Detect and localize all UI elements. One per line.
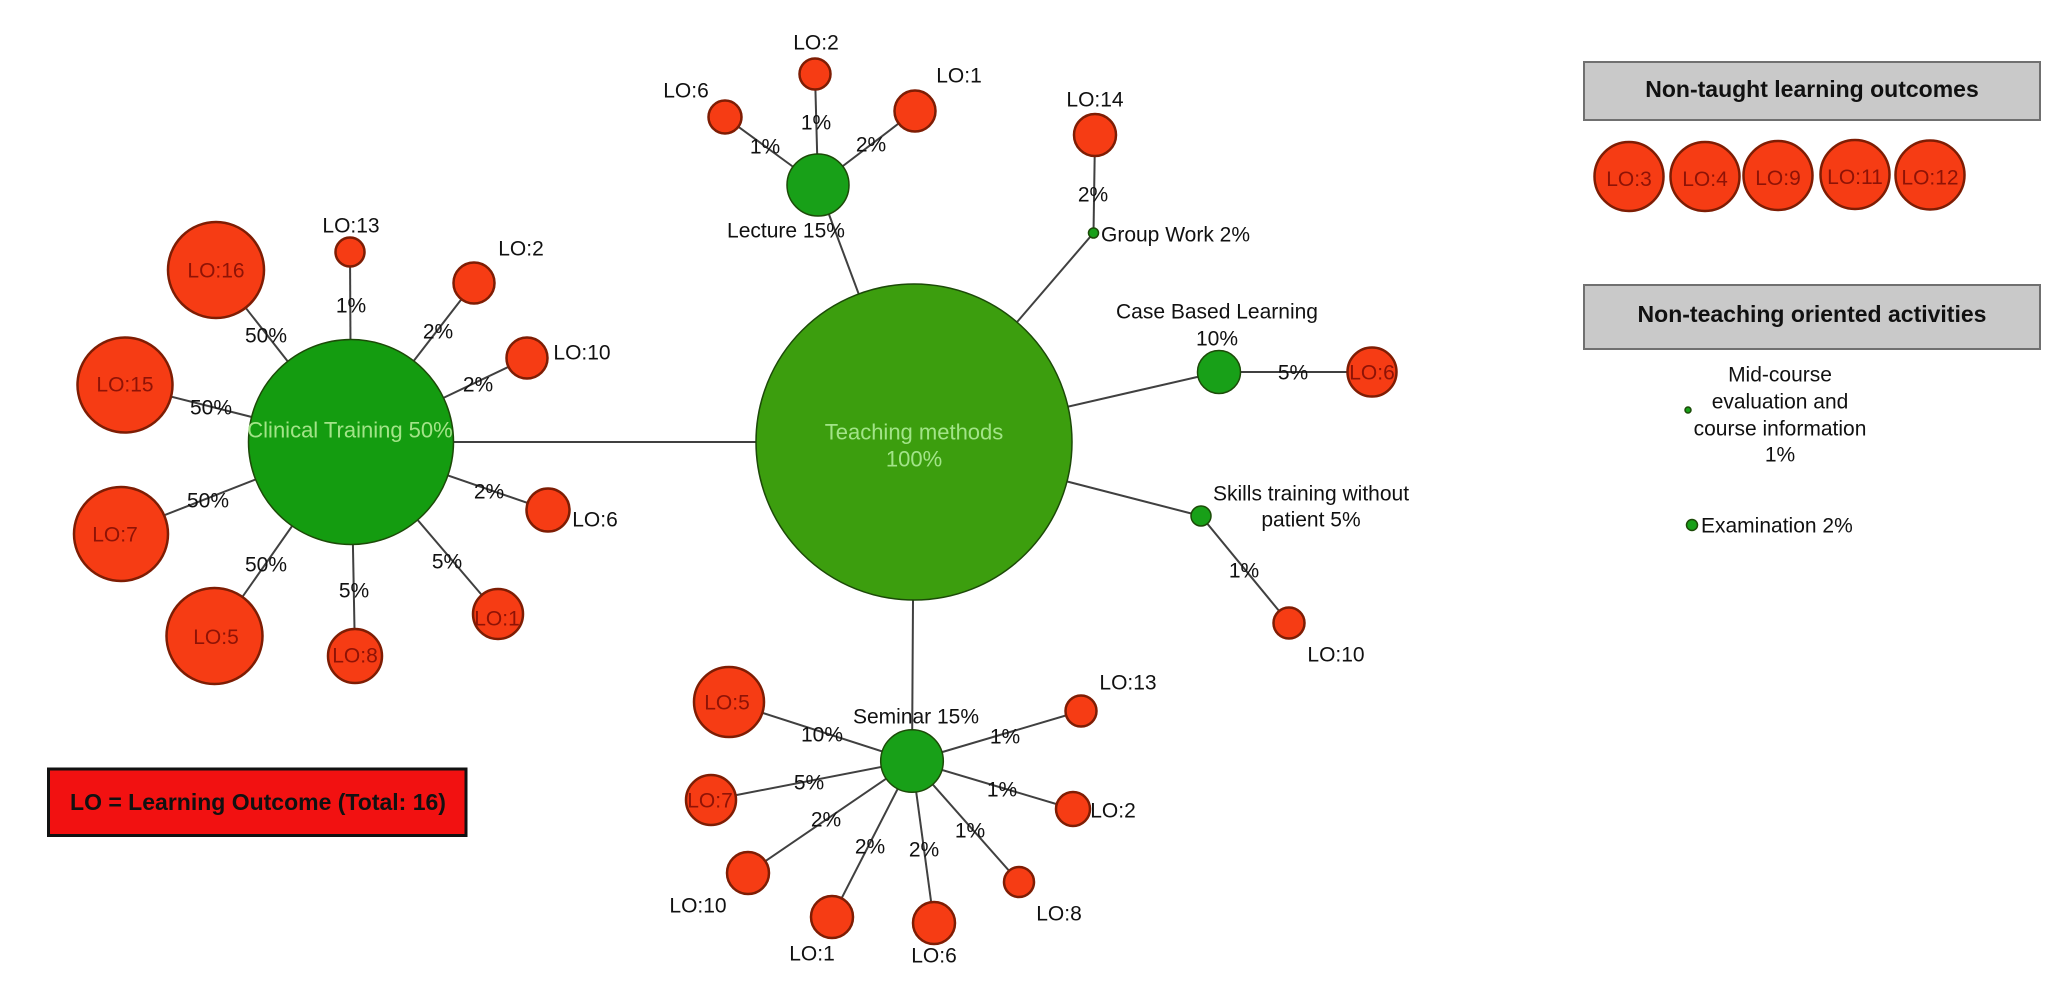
svg-text:LO:7: LO:7 bbox=[92, 524, 138, 547]
svg-text:Lecture 15%: Lecture 15% bbox=[727, 220, 845, 243]
svg-text:5%: 5% bbox=[1278, 362, 1308, 385]
svg-text:2%: 2% bbox=[855, 836, 885, 859]
svg-text:1%: 1% bbox=[1229, 560, 1259, 583]
svg-text:5%: 5% bbox=[339, 580, 369, 603]
svg-text:LO:13: LO:13 bbox=[322, 215, 379, 238]
svg-text:LO:3: LO:3 bbox=[1606, 168, 1652, 191]
svg-text:50%: 50% bbox=[245, 325, 287, 348]
svg-text:LO:14: LO:14 bbox=[1066, 89, 1124, 112]
svg-text:Teaching methods: Teaching methods bbox=[825, 420, 1004, 445]
svg-text:1%: 1% bbox=[750, 136, 780, 159]
svg-text:1%: 1% bbox=[801, 112, 831, 135]
svg-text:LO:6: LO:6 bbox=[1349, 362, 1395, 385]
svg-text:LO:9: LO:9 bbox=[1755, 167, 1801, 190]
svg-text:1%: 1% bbox=[1765, 444, 1795, 467]
svg-text:LO:4: LO:4 bbox=[1682, 168, 1728, 191]
svg-text:Mid-course: Mid-course bbox=[1728, 364, 1832, 387]
svg-text:LO:12: LO:12 bbox=[1901, 167, 1958, 190]
svg-text:Skills training without: Skills training without bbox=[1213, 483, 1409, 506]
svg-text:1%: 1% bbox=[336, 295, 366, 318]
svg-text:LO:8: LO:8 bbox=[332, 645, 378, 668]
svg-text:LO:6: LO:6 bbox=[911, 945, 957, 968]
svg-text:LO:16: LO:16 bbox=[187, 260, 244, 283]
svg-text:LO:10: LO:10 bbox=[669, 895, 726, 918]
svg-text:50%: 50% bbox=[245, 554, 287, 577]
svg-text:Non-teaching oriented activiti: Non-teaching oriented activities bbox=[1638, 301, 1987, 327]
svg-text:1%: 1% bbox=[990, 726, 1020, 749]
svg-text:Non-taught learning outcomes: Non-taught learning outcomes bbox=[1645, 76, 1979, 102]
svg-text:5%: 5% bbox=[432, 551, 462, 574]
svg-text:5%: 5% bbox=[794, 772, 824, 795]
svg-text:LO:10: LO:10 bbox=[553, 342, 610, 365]
svg-text:LO:10: LO:10 bbox=[1307, 644, 1364, 667]
svg-text:Seminar 15%: Seminar 15% bbox=[853, 706, 979, 729]
svg-text:LO:2: LO:2 bbox=[793, 32, 839, 55]
svg-text:10%: 10% bbox=[801, 724, 843, 747]
svg-text:LO:15: LO:15 bbox=[96, 374, 153, 397]
svg-text:LO:11: LO:11 bbox=[1827, 166, 1883, 189]
svg-text:Case Based Learning: Case Based Learning bbox=[1116, 301, 1318, 324]
svg-text:course information: course information bbox=[1694, 418, 1867, 441]
svg-text:LO:7: LO:7 bbox=[687, 790, 733, 813]
svg-text:LO:5: LO:5 bbox=[704, 692, 750, 715]
svg-text:LO:5: LO:5 bbox=[193, 626, 239, 649]
svg-text:LO:2: LO:2 bbox=[498, 238, 544, 261]
svg-text:LO:2: LO:2 bbox=[1090, 800, 1136, 823]
svg-text:2%: 2% bbox=[1078, 184, 1108, 207]
svg-text:1%: 1% bbox=[955, 820, 985, 843]
svg-text:2%: 2% bbox=[423, 321, 453, 344]
svg-text:LO:6: LO:6 bbox=[663, 80, 709, 103]
svg-text:LO = Learning Outcome (Total:: LO = Learning Outcome (Total: 16) bbox=[70, 789, 446, 815]
svg-text:2%: 2% bbox=[474, 481, 504, 504]
svg-text:LO:1: LO:1 bbox=[474, 608, 520, 631]
svg-text:10%: 10% bbox=[1196, 328, 1238, 351]
svg-text:2%: 2% bbox=[856, 134, 886, 157]
svg-text:LO:8: LO:8 bbox=[1036, 903, 1082, 926]
svg-text:50%: 50% bbox=[187, 490, 229, 513]
svg-text:50%: 50% bbox=[190, 397, 232, 420]
svg-text:LO:6: LO:6 bbox=[572, 509, 618, 532]
svg-text:LO:13: LO:13 bbox=[1099, 672, 1156, 695]
svg-text:Group Work 2%: Group Work 2% bbox=[1101, 224, 1250, 247]
svg-text:Clinical Training 50%: Clinical Training 50% bbox=[247, 418, 452, 443]
svg-text:2%: 2% bbox=[463, 374, 493, 397]
svg-text:2%: 2% bbox=[909, 839, 939, 862]
svg-text:LO:1: LO:1 bbox=[936, 65, 982, 88]
svg-text:Examination 2%: Examination 2% bbox=[1701, 515, 1853, 538]
svg-text:evaluation and: evaluation and bbox=[1712, 391, 1849, 414]
svg-text:2%: 2% bbox=[811, 809, 841, 832]
svg-text:1%: 1% bbox=[987, 779, 1017, 802]
svg-text:LO:1: LO:1 bbox=[789, 943, 835, 966]
svg-text:patient 5%: patient 5% bbox=[1261, 509, 1360, 532]
svg-text:100%: 100% bbox=[886, 447, 942, 472]
